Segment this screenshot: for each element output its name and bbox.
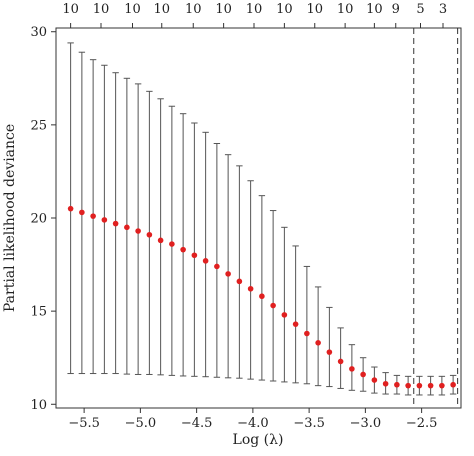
x-tick-label: −5.0 (125, 416, 157, 431)
top-tick-label: 10 (153, 2, 170, 17)
data-point (450, 381, 456, 388)
y-tick-label: 20 (30, 212, 47, 227)
y-axis-ticks: 10 15 20 25 30 (30, 25, 56, 413)
x-tick-label: −3.0 (350, 416, 382, 431)
data-point (101, 217, 108, 223)
data-points (67, 205, 456, 389)
x-tick-label: −4.0 (237, 416, 269, 431)
top-axis-ticks: 10 10 10 10 10 10 10 10 10 10 10 9 5 3 (62, 2, 447, 28)
data-point (270, 302, 276, 309)
data-point (304, 330, 310, 337)
top-tick-label: 5 (416, 2, 424, 17)
x-tick-label: −3.5 (293, 416, 325, 431)
top-tick-label: 10 (306, 2, 323, 17)
top-tick-label: 10 (366, 2, 383, 17)
top-tick-label: 10 (62, 2, 79, 17)
data-point (169, 241, 175, 247)
top-tick-label: 10 (276, 2, 293, 17)
data-point (349, 366, 355, 372)
data-point (146, 231, 153, 238)
data-point (405, 382, 411, 389)
data-point (371, 377, 378, 383)
data-point (67, 205, 74, 212)
top-tick-label: 10 (337, 2, 354, 17)
data-point (247, 285, 254, 292)
data-point (191, 252, 198, 259)
top-tick-label: 9 (392, 2, 400, 17)
top-tick-label: 3 (439, 2, 447, 17)
top-tick-label: 10 (246, 2, 263, 17)
y-tick-label: 15 (30, 305, 47, 320)
data-point (427, 382, 434, 389)
data-point (180, 246, 186, 253)
x-axis-title: Log (λ) (233, 432, 284, 448)
top-tick-label: 10 (93, 2, 110, 17)
data-point (416, 382, 423, 389)
data-point (124, 224, 130, 231)
y-tick-label: 10 (30, 398, 47, 413)
top-tick-label: 10 (215, 2, 232, 17)
data-point (315, 340, 321, 346)
data-point (90, 213, 96, 219)
reference-lines (413, 28, 459, 408)
y-tick-label: 30 (30, 25, 47, 40)
x-axis-ticks: −5.5 −5.0 −4.5 −4.0 −3.5 −3.0 −2.5 (68, 408, 437, 431)
data-point (236, 278, 243, 285)
data-point (135, 228, 141, 234)
data-point (112, 220, 119, 227)
x-tick-label: −4.5 (181, 416, 213, 431)
data-point (214, 263, 220, 270)
data-point (360, 371, 366, 378)
top-tick-label: 10 (185, 2, 202, 17)
x-tick-label: −5.5 (68, 416, 100, 431)
data-point (337, 358, 344, 365)
data-point (259, 293, 265, 300)
top-tick-label: 10 (124, 2, 141, 17)
data-point (79, 209, 85, 216)
y-tick-label: 25 (30, 118, 47, 133)
data-point (225, 271, 231, 277)
data-point (292, 321, 299, 327)
data-point (326, 349, 333, 355)
x-tick-label: −2.5 (406, 416, 438, 431)
data-point (157, 237, 164, 244)
plot-frame (55, 27, 462, 409)
error-bars (67, 42, 457, 396)
data-point (439, 382, 445, 389)
data-point (281, 312, 288, 318)
data-point (202, 258, 209, 264)
data-point (394, 381, 400, 388)
data-point (382, 380, 389, 387)
y-axis-title: Partial likelihood deviance (2, 124, 18, 312)
